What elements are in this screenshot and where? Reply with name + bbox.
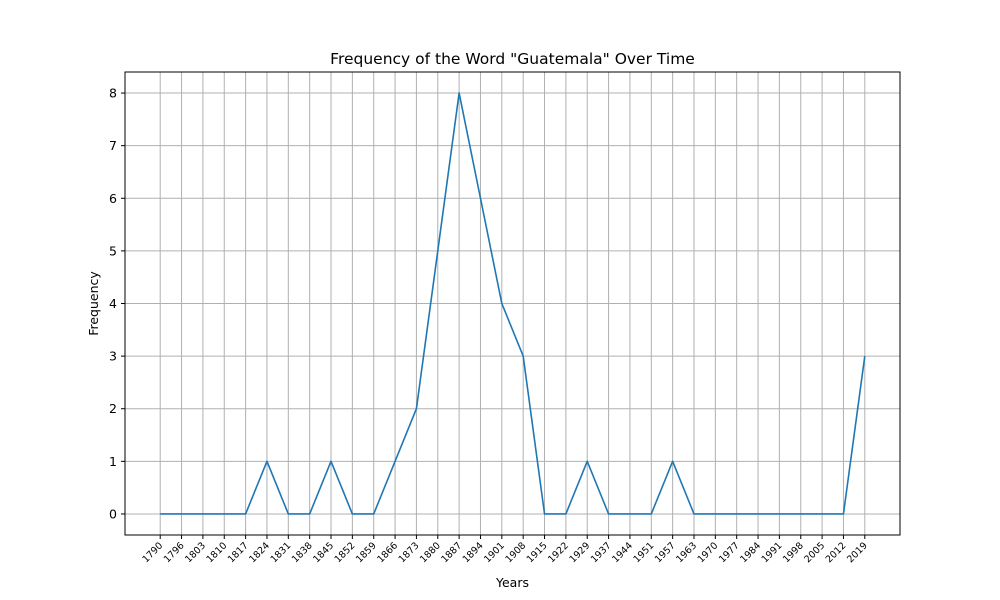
y-tick-label: 2 [109,401,117,416]
series-layer [160,92,866,515]
y-axis-ticks: 0 1 2 3 4 5 6 7 8 [109,86,125,521]
y-tick-label: 1 [109,454,117,469]
y-tick-label: 8 [109,86,117,101]
y-tick-label: 6 [109,191,117,206]
y-tick-label: 7 [109,138,117,153]
y-tick-label: 0 [109,506,117,521]
chart-title: Frequency of the Word "Guatemala" Over T… [330,50,695,68]
y-tick-label: 5 [109,243,117,258]
x-axis-label: Years [495,575,529,590]
y-tick-label: 3 [109,349,117,364]
y-axis-label: Frequency [86,271,101,336]
y-tick-label: 4 [109,296,117,311]
grid-lines [125,72,900,535]
series-line [160,92,866,515]
